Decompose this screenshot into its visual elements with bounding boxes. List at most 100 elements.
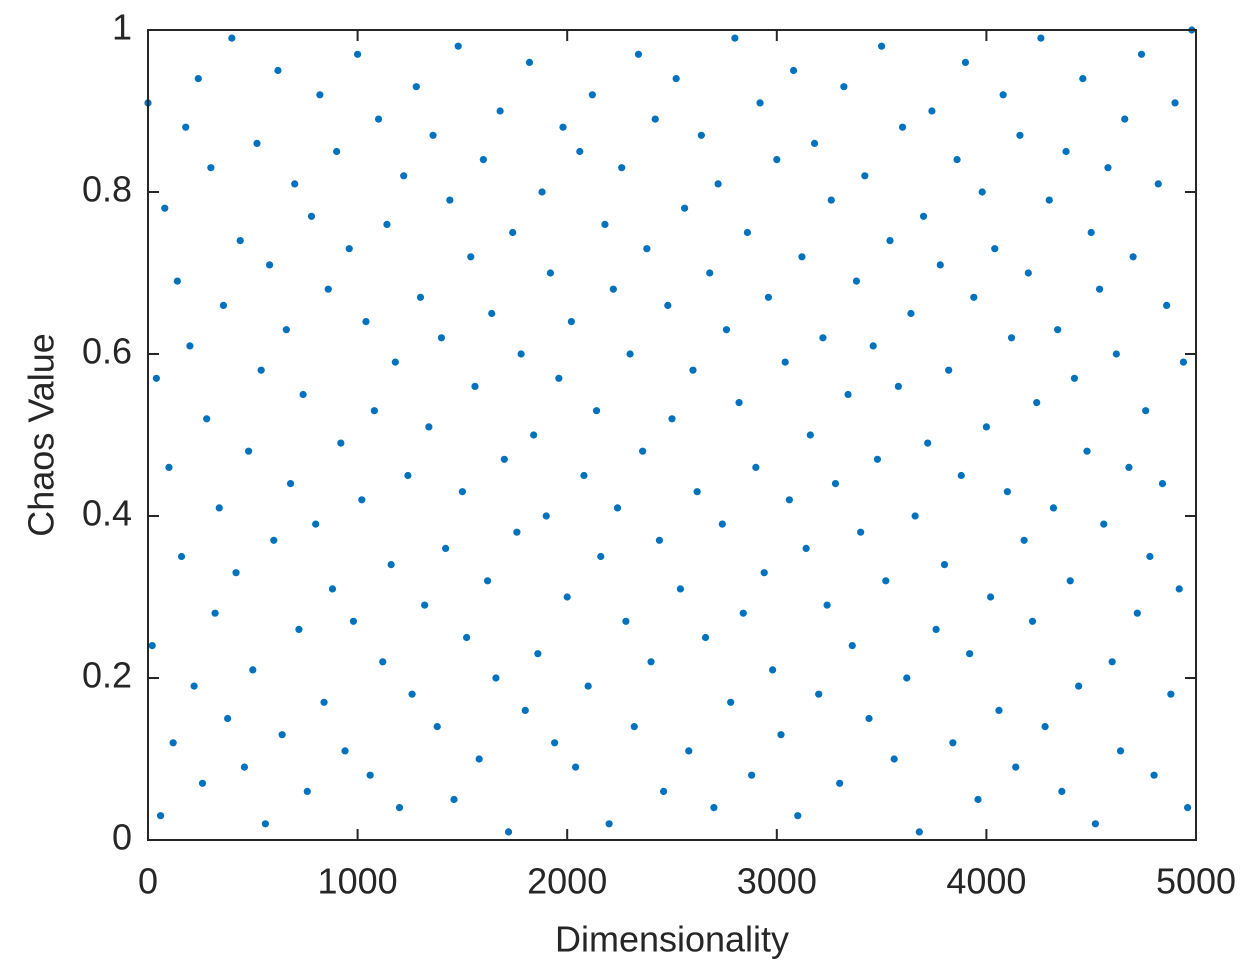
point	[894, 382, 902, 390]
point	[442, 544, 450, 553]
point	[576, 147, 584, 156]
point	[475, 755, 483, 763]
point	[928, 107, 936, 115]
point	[450, 795, 458, 804]
point	[1070, 374, 1079, 382]
point	[337, 439, 345, 447]
point	[416, 293, 425, 301]
point	[165, 463, 173, 471]
point	[1007, 334, 1016, 342]
point	[462, 633, 471, 642]
point	[672, 75, 680, 83]
point	[940, 561, 949, 569]
x-tick-label: 5000	[1156, 861, 1236, 902]
point	[1154, 180, 1162, 188]
point	[647, 658, 655, 666]
point	[488, 309, 496, 318]
point	[299, 390, 307, 399]
point	[408, 690, 416, 698]
x-tick-label: 0	[138, 861, 158, 902]
point	[1024, 269, 1032, 277]
point	[601, 220, 609, 228]
point	[655, 536, 664, 544]
point	[295, 625, 303, 634]
point	[882, 577, 890, 585]
point	[907, 309, 915, 318]
point	[1028, 617, 1037, 625]
point	[1133, 609, 1141, 617]
point	[714, 180, 722, 188]
point	[861, 172, 869, 180]
point	[182, 123, 190, 131]
point	[1171, 99, 1179, 107]
point	[1112, 350, 1120, 358]
x-tick-label: 2000	[527, 861, 607, 902]
point	[370, 407, 378, 415]
y-tick-label: 0.8	[82, 169, 132, 210]
point	[286, 480, 295, 488]
x-tick-label: 1000	[318, 861, 398, 902]
point	[504, 828, 513, 836]
point	[722, 326, 731, 334]
point	[810, 139, 819, 147]
point	[848, 642, 856, 650]
point	[1012, 763, 1020, 771]
point	[312, 520, 320, 528]
point	[597, 552, 605, 561]
point	[177, 552, 186, 561]
point	[236, 237, 244, 245]
point	[395, 804, 404, 812]
point	[630, 723, 638, 731]
point	[253, 139, 261, 147]
point	[1167, 690, 1175, 698]
point	[668, 415, 676, 423]
point	[274, 66, 282, 75]
point	[530, 431, 538, 439]
point	[986, 593, 995, 601]
point	[618, 164, 626, 172]
point	[697, 131, 705, 139]
point	[215, 504, 223, 512]
point	[467, 253, 475, 261]
point	[727, 698, 735, 706]
point	[777, 731, 785, 739]
point	[1129, 253, 1137, 261]
point	[571, 763, 580, 771]
point	[1083, 447, 1091, 455]
point	[819, 334, 827, 342]
point	[429, 131, 437, 139]
point	[781, 358, 789, 366]
point	[735, 399, 743, 407]
point	[693, 488, 701, 496]
point	[521, 706, 529, 715]
point	[1179, 358, 1188, 366]
point	[831, 480, 840, 488]
x-tick-label: 3000	[737, 861, 817, 902]
point	[626, 350, 634, 358]
point	[936, 261, 944, 269]
point	[609, 285, 617, 293]
point	[257, 366, 265, 374]
point	[945, 366, 953, 374]
point	[1125, 463, 1133, 471]
point	[261, 820, 269, 828]
point	[366, 771, 374, 779]
point	[328, 585, 337, 593]
point	[685, 747, 693, 755]
point	[970, 293, 978, 301]
point	[555, 374, 563, 382]
point	[865, 714, 873, 723]
point	[1163, 301, 1171, 309]
point	[270, 536, 278, 544]
x-axis-title: Dimensionality	[555, 919, 789, 960]
point	[592, 407, 601, 415]
point	[278, 731, 286, 739]
point	[1095, 285, 1104, 293]
point	[421, 601, 429, 609]
point	[978, 188, 986, 196]
point	[567, 318, 575, 326]
point	[173, 277, 181, 285]
point	[563, 593, 571, 601]
point	[769, 666, 777, 674]
